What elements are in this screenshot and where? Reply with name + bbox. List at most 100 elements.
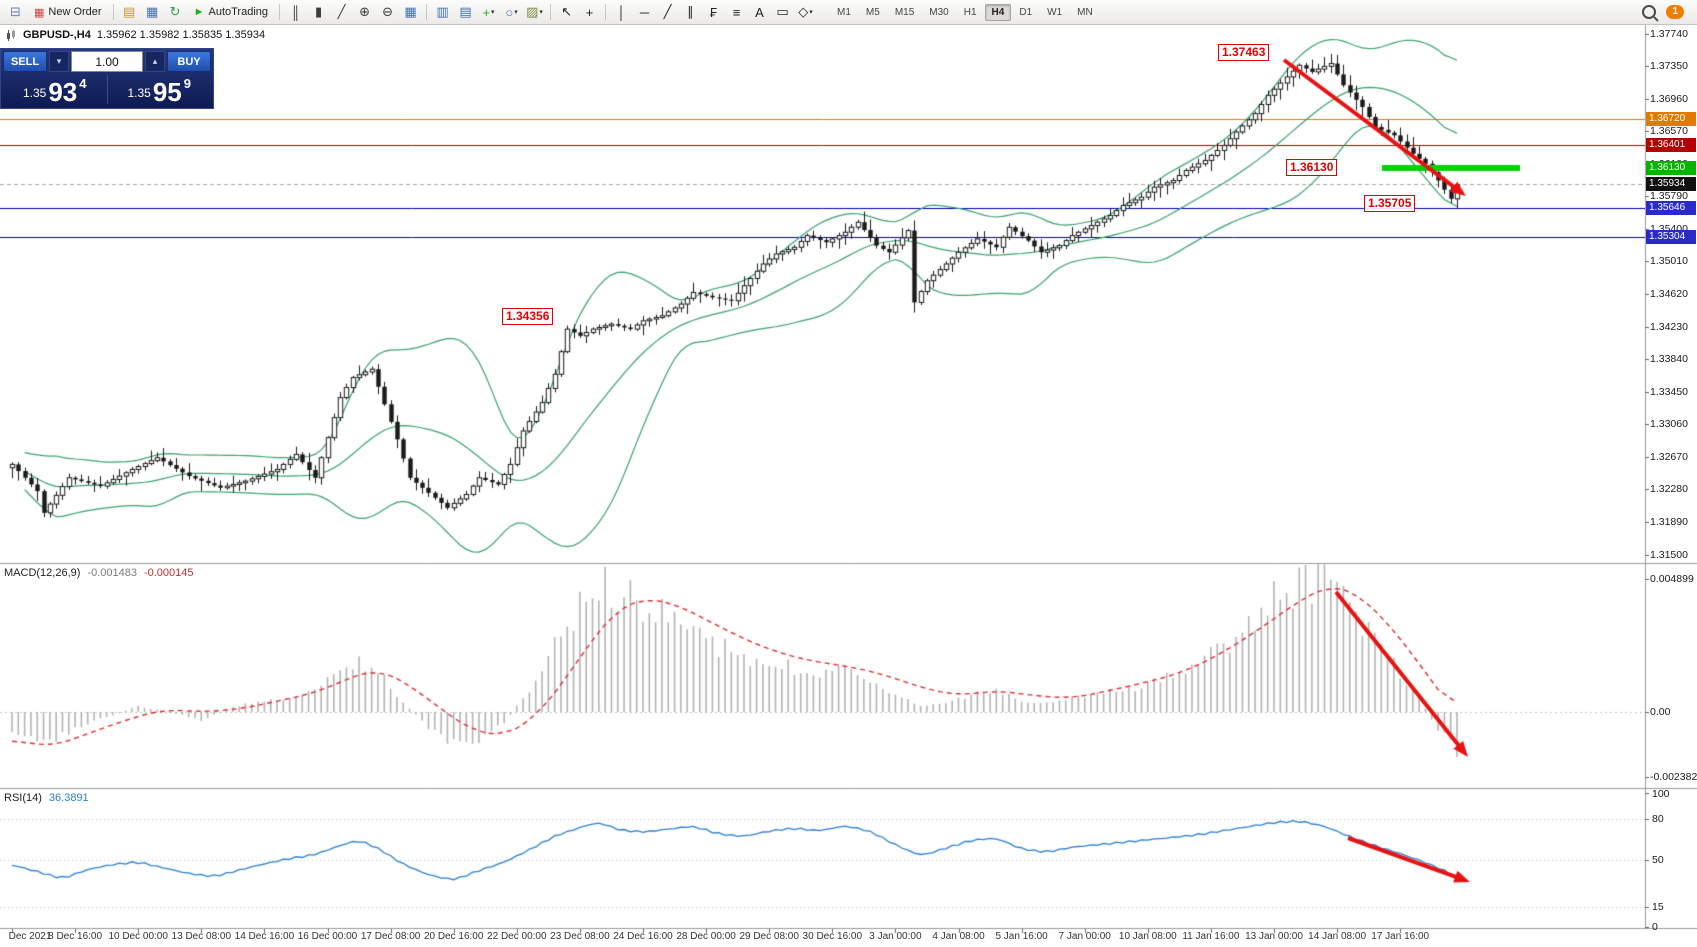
toolbar: ⊟ ▦ New Order ▤ ▦ ↻ ► AutoTrading ║ ▮ ╱ ⊕ ⊖ ▦ ▥ ▤ + ▾ ○ ▾ ▨ ▾…	[0, 0, 1697, 25]
text-label-icon[interactable]: ▭	[772, 2, 793, 22]
toolbar-separator	[112, 4, 114, 20]
caret-up-icon: ▴	[152, 56, 158, 66]
candlestick-chart-icon[interactable]: ▮	[308, 2, 329, 22]
price-axis[interactable]	[1646, 26, 1697, 928]
toolbar-separator	[426, 4, 428, 20]
toolbar-separator	[279, 4, 281, 20]
caret-down-icon: ▾	[539, 9, 543, 16]
caret-down-icon: ▾	[809, 9, 813, 16]
symbol-candlestick-icon	[7, 29, 15, 41]
tile-windows-icon[interactable]: ▦	[400, 2, 421, 22]
periods-icon: ○	[505, 4, 514, 20]
macd-signal-value: -0.000145	[143, 567, 194, 579]
buy-button[interactable]: BUY	[167, 51, 211, 72]
rsi-panel-separator[interactable]	[0, 786, 1645, 791]
chart-title: GBPUSD-,H4 1.35962 1.35982 1.35835 1.359…	[6, 29, 265, 41]
zoom-out-icon[interactable]: ⊖	[377, 2, 398, 22]
trade-panel-controls: SELL ▾ ▴ BUY	[3, 51, 211, 72]
volume-increase-button[interactable]: ▴	[145, 51, 165, 72]
cursor-icon[interactable]: ↖	[556, 2, 577, 22]
arrange-windows-icon[interactable]: ▤	[455, 2, 476, 22]
chart-window-icon[interactable]: ⊟	[5, 2, 26, 22]
autotrading-button[interactable]: ► AutoTrading	[188, 2, 274, 22]
rsi-name: RSI(14)	[4, 792, 42, 804]
bar-chart-icon[interactable]: ║	[285, 2, 306, 22]
fibonacci-icon[interactable]: ₣	[703, 2, 724, 22]
toolbar-separator	[605, 4, 607, 20]
cascade-windows-icon: ▥	[436, 4, 449, 19]
time-axis[interactable]	[0, 929, 1645, 947]
notifications-badge[interactable]: 1	[1666, 5, 1684, 19]
crosshair-icon: +	[585, 4, 594, 20]
rsi-value: 36.3891	[48, 792, 89, 804]
horizontal-line-icon[interactable]: ─	[634, 2, 655, 22]
cascade-windows-icon[interactable]: ▥	[432, 2, 453, 22]
buy-price-button[interactable]: 1.35 95 9	[108, 73, 212, 106]
buy-price-small: 1.35	[127, 86, 151, 100]
vertical-line-icon[interactable]: │	[611, 2, 632, 22]
sell-price-big: 93	[48, 76, 78, 107]
macd-name: MACD(12,26,9)	[4, 567, 81, 579]
bar-chart-icon: ║	[290, 4, 301, 20]
line-chart-icon[interactable]: ╱	[331, 2, 352, 22]
autotrading-button-label: AutoTrading	[208, 6, 269, 18]
add-indicator-icon[interactable]: + ▾	[478, 2, 499, 22]
grid-lines-icon[interactable]: ≡	[726, 2, 747, 22]
fibonacci-icon: ₣	[709, 4, 718, 20]
volume-decrease-button[interactable]: ▾	[49, 51, 69, 72]
vertical-line-icon: │	[617, 4, 626, 20]
caret-down-icon: ▾	[514, 9, 518, 16]
tf-button-m1[interactable]: M1	[837, 6, 851, 18]
tf-button-m5[interactable]: M5	[865, 6, 880, 18]
equidistant-channel-icon: ∥	[687, 4, 694, 19]
toolbar-right: 1	[1642, 5, 1692, 19]
macd-panel-separator[interactable]	[0, 561, 1645, 566]
shapes-icon: ◇	[798, 4, 809, 19]
refresh-icon[interactable]: ↻	[165, 2, 186, 22]
crosshair-icon[interactable]: +	[579, 2, 600, 22]
sell-price-button[interactable]: 1.35 93 4	[3, 73, 107, 106]
caret-down-icon: ▾	[56, 56, 62, 66]
line-chart-icon: ╱	[337, 4, 346, 19]
shapes-icon[interactable]: ◇ ▾	[795, 2, 816, 22]
chart-window-icon: ⊟	[10, 4, 21, 19]
tf-button-h4[interactable]: H4	[984, 3, 1012, 21]
timeframe-toolbar: M1 M5 M15 M30 H1 H4 D1 W1 MN	[830, 3, 1100, 21]
new-order-button-label: New Order	[48, 6, 102, 18]
ohlc-values: 1.35962 1.35982 1.35835 1.35934	[96, 29, 266, 41]
market-watch-icon[interactable]: ▤	[119, 2, 140, 22]
text-icon[interactable]: A	[749, 2, 770, 22]
refresh-icon: ↻	[169, 4, 181, 19]
sell-button[interactable]: SELL	[3, 51, 47, 72]
new-order-button[interactable]: ▦ New Order	[28, 2, 108, 22]
arrange-windows-icon: ▤	[459, 4, 472, 19]
trade-panel-divider	[106, 75, 108, 104]
tile-windows-icon: ▦	[404, 4, 417, 19]
search-icon[interactable]	[1642, 5, 1657, 19]
volume-input[interactable]	[71, 51, 143, 72]
tf-button-m30[interactable]: M30	[929, 6, 949, 18]
trendline-icon[interactable]: ╱	[657, 2, 678, 22]
templates-icon[interactable]: ▨ ▾	[524, 2, 545, 22]
tf-button-m15[interactable]: M15	[894, 6, 915, 18]
symbol-period-label: GBPUSD-,H4	[23, 29, 91, 41]
tf-button-h1[interactable]: H1	[963, 6, 977, 18]
tf-button-mn[interactable]: MN	[1077, 6, 1093, 18]
periods-icon[interactable]: ○ ▾	[501, 2, 522, 22]
data-window-icon[interactable]: ▦	[142, 2, 163, 22]
zoom-in-icon[interactable]: ⊕	[354, 2, 375, 22]
cursor-icon: ↖	[561, 4, 572, 19]
sell-price-sup: 4	[79, 76, 87, 91]
horizontal-line-icon: ─	[639, 4, 650, 20]
zoom-in-icon: ⊕	[359, 4, 370, 19]
tf-button-w1[interactable]: W1	[1047, 6, 1063, 18]
equidistant-channel-icon[interactable]: ∥	[680, 2, 701, 22]
text-icon: A	[755, 4, 764, 20]
buy-price-big: 95	[152, 76, 182, 107]
buy-price-sup: 9	[183, 76, 191, 91]
tf-button-d1[interactable]: D1	[1019, 6, 1033, 18]
rsi-indicator-label: RSI(14) 36.3891	[4, 792, 89, 804]
toolbar-separator	[550, 4, 552, 20]
